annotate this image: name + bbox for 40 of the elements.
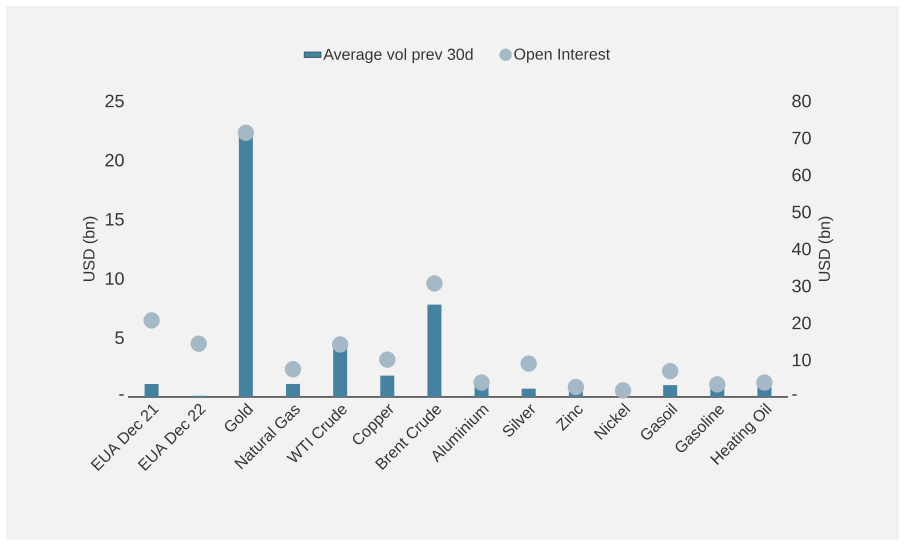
- point: [190, 336, 207, 352]
- bar: [286, 384, 300, 397]
- point: [332, 336, 348, 353]
- point: [284, 361, 302, 378]
- legend-label: Average vol prev 30d: [323, 48, 473, 64]
- y2-tick-label: 70: [792, 132, 811, 144]
- y2-tick-label: 60: [792, 168, 811, 182]
- y-tick-label: 10: [106, 272, 124, 285]
- point: [238, 124, 254, 142]
- point: [756, 374, 773, 391]
- y-tick-label: -: [119, 394, 124, 396]
- y-tick-label: 5: [115, 332, 124, 344]
- point: [379, 351, 396, 368]
- y2-tick-label: 40: [792, 242, 811, 256]
- x-tick-label: Zinc: [556, 406, 583, 432]
- y2-tick-label: 30: [792, 280, 811, 292]
- point: [143, 312, 160, 329]
- y-tick-label: 20: [105, 154, 124, 167]
- point: [426, 275, 443, 292]
- point: [709, 376, 726, 393]
- point: [520, 355, 537, 372]
- y2-tick-label: -: [792, 394, 797, 396]
- y-tick-label: 25: [105, 94, 124, 108]
- point: [473, 374, 490, 391]
- y-axis-title: USD (bn): [82, 216, 98, 281]
- bar: [144, 384, 159, 397]
- point: [614, 382, 632, 399]
- bar: [427, 304, 442, 397]
- y2-tick-label: 20: [792, 316, 811, 330]
- y2-axis-title: USD (bn): [818, 216, 834, 281]
- y-tick-label: 15: [106, 213, 124, 226]
- bar: [380, 376, 394, 397]
- bar: [663, 385, 678, 397]
- point: [662, 362, 678, 380]
- y2-tick-label: 50: [792, 206, 811, 218]
- legend-label: Open Interest: [514, 48, 610, 63]
- y2-tick-label: 10: [792, 354, 811, 366]
- point: [568, 378, 584, 396]
- y2-tick-label: 80: [792, 94, 811, 108]
- bar: [522, 388, 536, 397]
